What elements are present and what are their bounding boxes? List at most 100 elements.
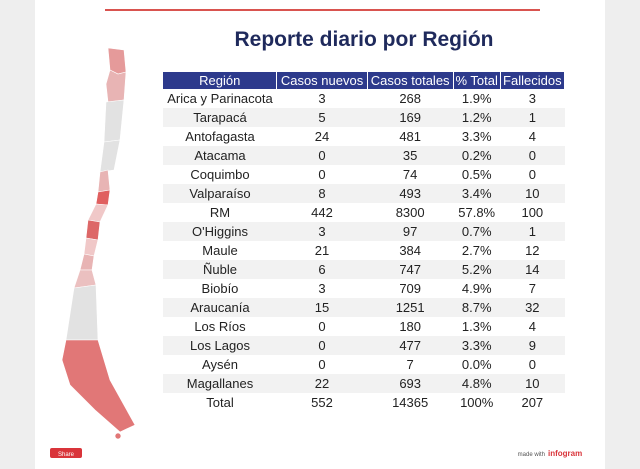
table-cell: 207: [521, 395, 544, 410]
table-cell: 5.2%: [453, 260, 501, 279]
share-button[interactable]: [50, 448, 82, 458]
table-cell: 1.2%: [453, 108, 501, 127]
table-cell: 552: [311, 395, 333, 410]
table-cell: 0: [276, 336, 368, 355]
table-cell: 3: [276, 222, 368, 241]
table-cell: 8.7%: [453, 298, 501, 317]
table-cell: Atacama: [163, 146, 277, 165]
table-cell: 14: [500, 260, 565, 279]
column-header: Fallecidos: [500, 72, 566, 89]
table-cell: 57.8%: [458, 205, 496, 220]
table-row: Maule 21 384 2.7% 12: [163, 241, 565, 260]
table-cell: Araucanía: [163, 298, 277, 317]
table-cell: 0: [528, 357, 536, 372]
table-cell: 8300: [395, 205, 425, 220]
table-cell: 0.7%: [453, 222, 501, 241]
table-cell: 3.3%: [453, 336, 501, 355]
made-with: made with: [518, 452, 545, 458]
table-row: Valparaíso 8 493 3.4% 10: [163, 184, 565, 203]
table-cell: 100: [521, 205, 544, 220]
table-cell: 1.9%: [461, 91, 492, 106]
table-cell: 0.0%: [461, 357, 492, 372]
brand: infogram: [548, 449, 582, 458]
table-cell: 0.2%: [453, 146, 501, 165]
table-cell: Los Lagos: [163, 336, 277, 355]
table-cell: 97: [367, 222, 454, 241]
table-cell: Coquimbo: [190, 167, 250, 182]
column-header: % Total: [453, 72, 501, 89]
table-row: Antofagasta 24 481 3.3% 4: [163, 127, 565, 146]
table-cell: 4: [528, 319, 536, 334]
table-cell: 3: [528, 91, 536, 106]
table-cell: 442: [311, 205, 333, 220]
table-row: Ñuble 6 747 5.2% 14: [163, 260, 565, 279]
table-cell: Biobío: [201, 281, 239, 296]
report-table: Región Casos nuevos Casos totales% Total Fa…: [163, 72, 566, 412]
table-row: Total 552 14365 100% 207: [163, 393, 565, 412]
table-cell: Tarapacá: [163, 108, 277, 127]
table-cell: Total: [206, 395, 234, 410]
table-row: Arica y Parinacota 3 268 1.9% 3: [163, 89, 565, 108]
table-row: Magallanes 22 693 4.8% 10: [163, 374, 565, 393]
table-cell: 0: [318, 167, 326, 182]
table-cell: 22: [276, 374, 368, 393]
table-cell: 3.3%: [461, 129, 492, 144]
table-cell: 8: [276, 184, 368, 203]
table-cell: RM: [209, 205, 231, 220]
table-cell: 1.3%: [461, 319, 492, 334]
table-cell: 21: [314, 243, 330, 258]
table-cell: 3: [318, 91, 326, 106]
column-header: Casos totales: [367, 72, 454, 89]
table-cell: 15: [276, 298, 368, 317]
chile-map: [61, 47, 136, 440]
table-cell: 4.9%: [461, 281, 492, 296]
table-cell: Valparaíso: [163, 184, 277, 203]
table-cell: 12: [525, 243, 540, 258]
table-cell: 9: [500, 336, 565, 355]
table-cell: Arica y Parinacota: [167, 91, 273, 106]
table-cell: 10: [500, 374, 565, 393]
table-cell: Magallanes: [163, 374, 277, 393]
table-row: O'Higgins 3 97 0.7% 1: [163, 222, 565, 241]
column-header: Región: [163, 72, 278, 89]
table-cell: 3: [318, 281, 326, 296]
table-cell: 693: [367, 374, 454, 393]
table-row: Tarapacá 5 169 1.2% 1: [163, 108, 565, 127]
table-row: RM 442 8300 57.8% 100: [163, 203, 565, 222]
table-cell: 0: [528, 167, 536, 182]
table-cell: 1: [500, 222, 565, 241]
table-cell: 0: [276, 146, 368, 165]
table-cell: Antofagasta: [185, 129, 255, 144]
table-cell: 180: [399, 319, 422, 334]
table-cell: 4.8%: [453, 374, 501, 393]
table-cell: 493: [367, 184, 454, 203]
table-cell: 0: [318, 357, 326, 372]
table-cell: 2.7%: [461, 243, 492, 258]
table-cell: Los Ríos: [194, 319, 246, 334]
table-cell: 32: [500, 298, 565, 317]
title: Reporte diario por Región: [234, 28, 494, 51]
table-row: Araucanía 15 1251 8.7% 32: [163, 298, 565, 317]
table-cell: 0: [500, 146, 565, 165]
table-cell: 0.5%: [461, 167, 492, 182]
table-row: Atacama 0 35 0.2% 0: [163, 146, 565, 165]
table-cell: 10: [500, 184, 565, 203]
table-cell: 14365: [392, 395, 429, 410]
table-cell: 709: [399, 281, 422, 296]
table-cell: 384: [399, 243, 422, 258]
column-header: Casos nuevos: [276, 72, 368, 89]
table-cell: 1251: [367, 298, 454, 317]
table-cell: 74: [402, 167, 418, 182]
table-cell: 481: [399, 129, 422, 144]
table-cell: 1: [500, 108, 565, 127]
table-cell: Maule: [202, 243, 238, 258]
table-cell: Aysén: [202, 357, 238, 372]
share-label[interactable]: Share: [58, 452, 75, 458]
table-cell: 6: [276, 260, 368, 279]
table-row: Biobío 3 709 4.9% 7: [163, 279, 565, 298]
table-cell: 477: [367, 336, 454, 355]
table-cell: 747: [367, 260, 454, 279]
table-cell: Ñuble: [163, 260, 277, 279]
